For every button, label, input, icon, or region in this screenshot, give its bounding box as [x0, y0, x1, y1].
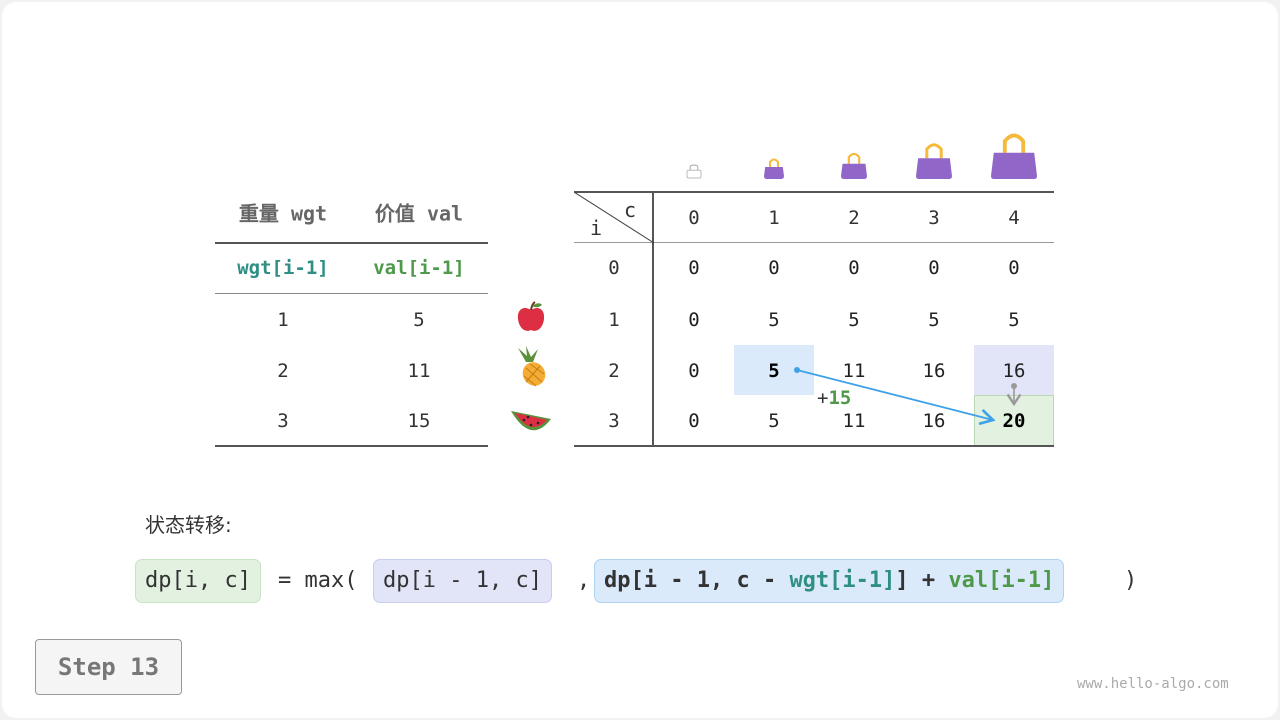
dp-cell: 0 [688, 257, 700, 279]
arg2-wgt: wgt[i-1] [789, 568, 896, 593]
left-table-cell: 11 [407, 360, 431, 382]
dp-cell: 0 [1008, 257, 1020, 279]
dp-cell: 5 [1008, 309, 1020, 331]
left-table-cell: 1 [277, 309, 289, 331]
dp-cell: 5 [848, 309, 860, 331]
dp-cell: 0 [768, 257, 780, 279]
row-header: 1 [608, 309, 620, 331]
corner-i: i [590, 216, 603, 240]
header-value: 价值 val [374, 201, 464, 226]
dp-cell: 16 [922, 410, 946, 432]
dp-cell: 16 [1002, 360, 1026, 382]
dp-cell: 0 [688, 309, 700, 331]
bag-capacity-2-icon [841, 152, 867, 179]
arg2-part: dp[i - 1, c - [604, 568, 790, 593]
divider [652, 192, 654, 446]
add-value-label: +15 [817, 387, 851, 409]
left-table-cell: 3 [277, 410, 289, 432]
watermark: www.hello-algo.com [1077, 676, 1229, 692]
dp-cell: 5 [768, 360, 780, 382]
dp-cell: 5 [768, 410, 780, 432]
add-value: 15 [828, 387, 852, 409]
col-header: 2 [848, 207, 860, 229]
plus-sign: + [817, 387, 829, 409]
formula-arg1: dp[i - 1, c] [373, 559, 552, 603]
col-header: 1 [768, 207, 780, 229]
dp-cell: 0 [688, 360, 700, 382]
watermelon-icon [511, 411, 551, 431]
step-indicator: Step 13 [35, 639, 182, 695]
divider [215, 445, 488, 447]
formula-lhs: dp[i, c] [135, 559, 261, 603]
dp-cell: 20 [1002, 410, 1026, 432]
header-weight: 重量 wgt [238, 201, 328, 226]
divider [215, 293, 488, 294]
corner-c: c [624, 198, 637, 222]
arg2-val: val[i-1] [948, 568, 1055, 593]
row-header: 3 [608, 410, 620, 432]
row-header: 2 [608, 360, 620, 382]
col-header: 4 [1008, 207, 1020, 229]
dp-cell: 5 [768, 309, 780, 331]
divider [574, 445, 1054, 447]
divider [574, 242, 1054, 243]
divider [574, 191, 1054, 193]
dp-cell: 0 [688, 410, 700, 432]
apple-icon [517, 301, 545, 331]
formula-comma: , [577, 568, 591, 593]
col-header: 0 [688, 207, 700, 229]
left-table-cell: 5 [413, 309, 425, 331]
divider [215, 242, 488, 244]
dp-cell: 16 [922, 360, 946, 382]
dp-cell: 0 [928, 257, 940, 279]
dp-cell: 5 [928, 309, 940, 331]
corner-diagonal [574, 192, 654, 244]
dp-cell: 0 [848, 257, 860, 279]
dp-cell: 11 [842, 410, 866, 432]
dp-cell: 11 [842, 360, 866, 382]
subheader-wgt: wgt[i-1] [237, 257, 329, 279]
bag-capacity-1-icon [764, 158, 784, 179]
subheader-val: val[i-1] [373, 257, 465, 279]
row-header: 0 [608, 257, 620, 279]
bag-capacity-4-icon [991, 133, 1037, 179]
formula-title: 状态转移: [145, 513, 232, 537]
pineapple-icon [518, 346, 546, 387]
col-header: 3 [928, 207, 940, 229]
left-table-cell: 2 [277, 360, 289, 382]
formula-close: ) [1124, 568, 1138, 593]
bag-capacity-0-icon [686, 164, 702, 179]
formula-arg2: dp[i - 1, c - wgt[i-1]] + val[i-1] [594, 559, 1065, 603]
arg2-part: ] + [895, 568, 949, 593]
bag-capacity-3-icon [916, 143, 952, 179]
left-table-cell: 15 [407, 410, 431, 432]
formula-eq: = max( [278, 568, 358, 593]
